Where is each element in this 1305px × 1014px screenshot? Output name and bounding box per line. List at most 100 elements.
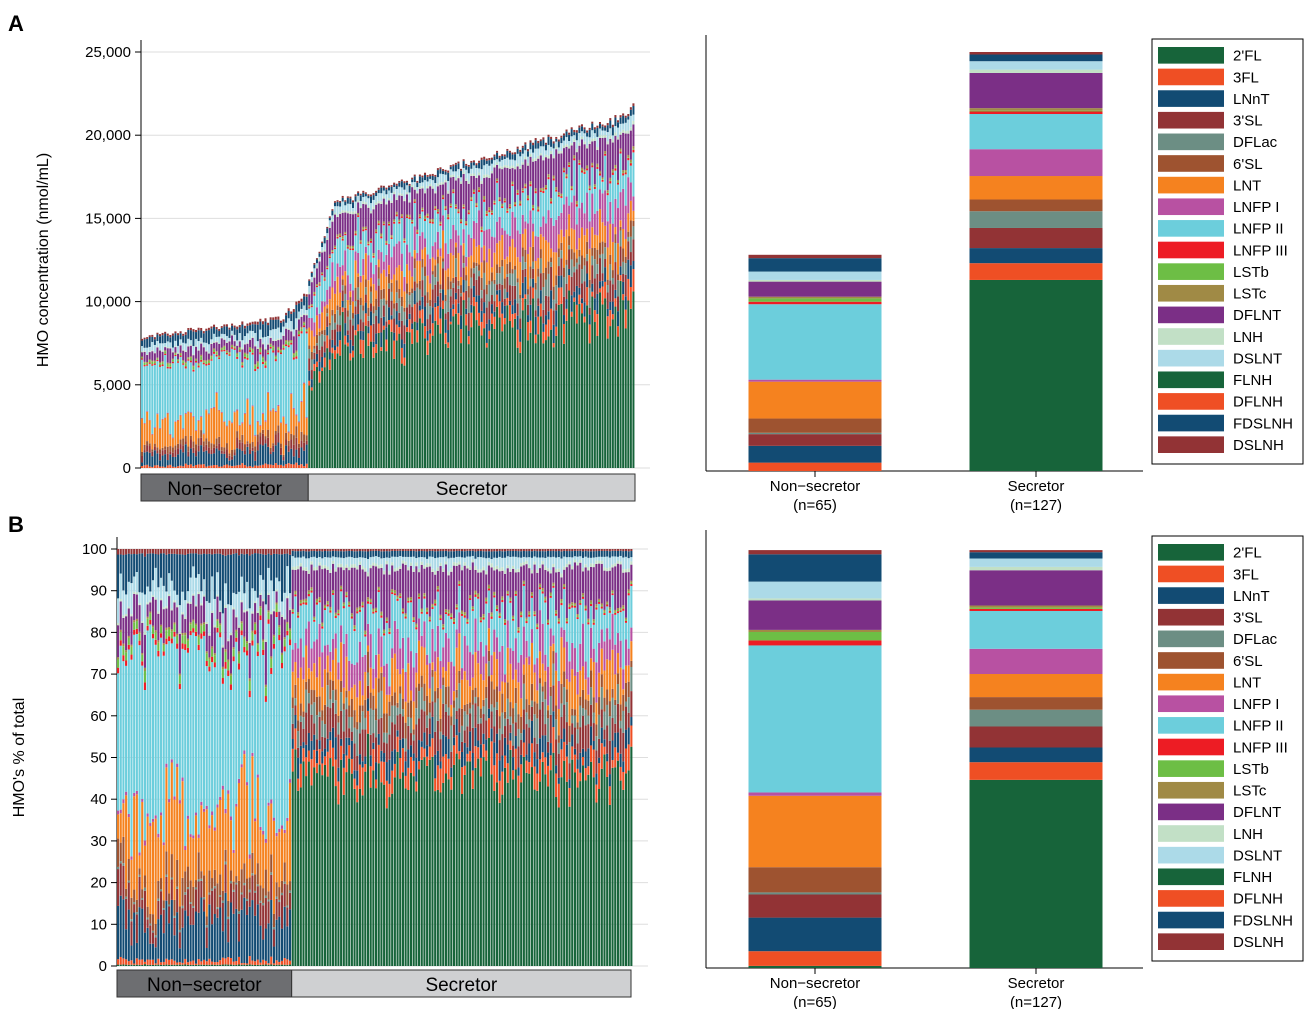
sample-bar-lnt: [514, 247, 516, 265]
sample-bar-3fl: [316, 763, 318, 773]
sample-bar-6sl: [370, 286, 372, 291]
sample-bar-lnfp-i: [571, 202, 573, 228]
sample-bar-dslnh: [419, 175, 421, 177]
sample-bar-3fl: [190, 464, 192, 468]
sample-bar-dslnt: [311, 557, 313, 561]
sample-bar-dslnh: [351, 549, 353, 551]
sample-bar-lnh: [208, 634, 210, 636]
sample-bar-3fl: [470, 313, 472, 327]
sample-bar-3sl: [468, 313, 470, 331]
sample-bar-dslnt: [429, 179, 431, 184]
sample-bar-lstb: [429, 221, 431, 222]
sample-bar-lnfp-iii: [432, 222, 434, 224]
sample-bar-2fl: [345, 772, 347, 966]
sample-bar-lnfp-ii: [627, 160, 629, 177]
sample-bar-dslnh: [581, 124, 583, 126]
sample-bar-lnnt: [457, 303, 459, 313]
sample-bar-dflnt: [117, 625, 119, 657]
sample-bar-2fl: [286, 965, 288, 966]
sample-bar-dflac: [297, 731, 299, 748]
sample-bar-lnfp-i: [483, 231, 485, 246]
sample-bar-3fl: [367, 711, 369, 734]
sample-bar-fdslnh: [208, 554, 210, 603]
sample-bar-lnt: [632, 211, 634, 221]
sample-bar-lstb: [362, 604, 364, 605]
sample-bar-dslnh: [345, 549, 347, 551]
sample-bar-lnt: [380, 273, 382, 289]
sample-bar-lnnt: [311, 741, 313, 759]
sample-bar-6sl: [270, 854, 272, 872]
sample-bar-lnfp-ii: [478, 192, 480, 210]
sample-bar-lstc: [302, 599, 304, 601]
sample-bar-lnh: [324, 565, 326, 568]
sample-bar-lnt: [367, 645, 369, 651]
sample-bar-dflac: [176, 887, 178, 889]
sample-bar-fdslnh: [622, 116, 624, 124]
sample-bar-lnfp-ii: [311, 593, 313, 649]
sample-bar-6sl: [599, 243, 601, 255]
sample-bar-3sl: [246, 901, 248, 915]
sample-bar-lnfp-ii: [257, 369, 259, 421]
sample-bar-dslnt: [571, 136, 573, 143]
sample-bar-dflac: [581, 269, 583, 283]
sample-bar-lnfp-i: [262, 831, 264, 835]
sample-bar-3sl: [362, 322, 364, 331]
sample-bar-dflac: [214, 886, 216, 888]
sample-bar-3fl: [589, 324, 591, 343]
sample-bar-fdslnh: [125, 554, 127, 594]
sample-bar-lnnt: [184, 910, 186, 959]
sample-bar-fdslnh: [219, 554, 221, 601]
sample-bar-3fl: [386, 781, 388, 808]
sample-bar-dflac: [460, 293, 462, 296]
sample-bar-lstb: [239, 348, 241, 350]
sample-bar-dslnt: [185, 343, 187, 350]
sample-bar-3fl: [246, 963, 248, 964]
sample-bar-dflac: [370, 292, 372, 304]
sample-bar-lnh: [367, 572, 369, 576]
sample-bar-lnt: [578, 238, 580, 250]
sample-bar-dslnt: [337, 557, 339, 563]
sample-bar-lnfp-iii: [632, 150, 634, 153]
sample-bar-3fl: [375, 344, 377, 353]
sample-bar-lnnt: [187, 456, 189, 465]
sample-bar-dflac: [173, 916, 175, 918]
sample-bar-lnnt: [409, 314, 411, 320]
sample-bar-dflnt: [380, 568, 382, 612]
sample-bar-lnt: [239, 426, 241, 440]
y-axis-label: HMO's % of total: [11, 698, 28, 818]
sample-bar-lstc: [373, 253, 375, 255]
sample-bar-6sl: [356, 722, 358, 729]
sample-bar-lnfp-iii: [159, 365, 161, 367]
sample-bar-lstb: [367, 243, 369, 244]
sample-bar-lstc: [576, 201, 578, 203]
sample-bar-lnfp-i: [481, 247, 483, 262]
sample-bar-lnt: [391, 279, 393, 282]
sample-bar-lnnt: [198, 913, 200, 959]
sample-bar-3fl: [342, 307, 344, 311]
sample-bar-lstb: [275, 357, 277, 359]
sample-bar-dslnt: [154, 345, 156, 352]
sample-bar-fdslnh: [265, 555, 267, 605]
sample-bar-3fl: [190, 961, 192, 965]
sample-bar-dslnt: [192, 346, 194, 354]
sample-bar-3fl: [156, 465, 158, 468]
sample-bar-lnh: [416, 191, 418, 193]
sample-bar-lnh: [584, 142, 586, 145]
sample-bar-6sl: [244, 444, 246, 450]
sample-bar-dslnt: [324, 243, 326, 249]
sample-bar-lnfp-ii: [517, 195, 519, 231]
sample-bar-lnfp-ii: [612, 175, 614, 224]
sample-bar-lnh: [370, 565, 372, 568]
sample-bar-lnfp-ii: [216, 356, 218, 392]
sample-bar-3sl: [424, 296, 426, 307]
sample-bar-lstb: [160, 627, 162, 634]
sample-bar-lstb: [364, 633, 366, 634]
sample-bar-lnfp-iii: [594, 187, 596, 189]
sample-bar-lnnt: [563, 315, 565, 324]
sample-bar-lnfp-ii: [434, 210, 436, 242]
sample-bar-2fl: [337, 353, 339, 468]
sample-bar-lnfp-ii: [144, 690, 146, 841]
sample-bar-lnfp-iii: [280, 353, 282, 355]
sample-bar-lnfp-i: [612, 224, 614, 242]
sample-bar-3sl: [437, 281, 439, 296]
